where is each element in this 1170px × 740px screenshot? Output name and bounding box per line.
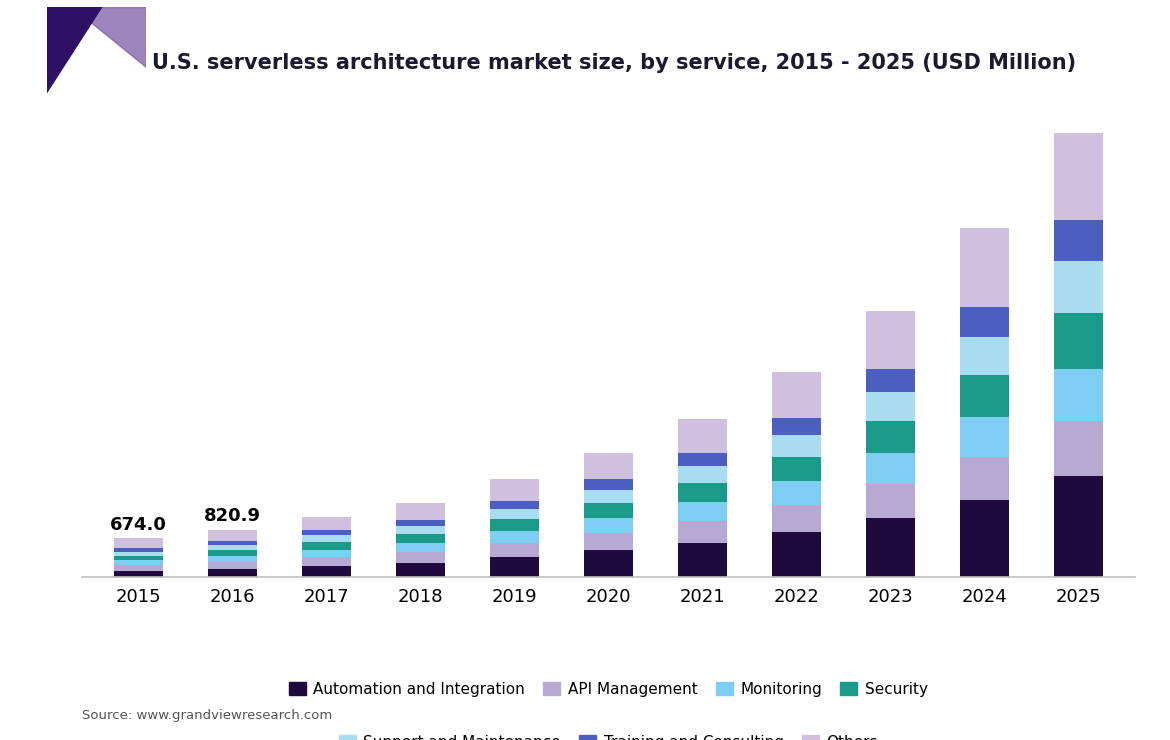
Bar <box>490 480 539 500</box>
Bar <box>113 571 163 577</box>
Bar <box>961 229 1009 307</box>
Bar <box>490 519 539 531</box>
Bar <box>1054 421 1103 477</box>
Text: U.S. serverless architecture market size, by service, 2015 - 2025 (USD Million): U.S. serverless architecture market size… <box>152 53 1076 73</box>
Bar <box>677 419 727 453</box>
Bar <box>1054 477 1103 577</box>
Bar <box>302 531 351 536</box>
Bar <box>677 466 727 483</box>
Bar <box>772 418 821 435</box>
Bar <box>584 533 633 550</box>
Bar <box>677 521 727 542</box>
Bar <box>490 543 539 557</box>
Bar <box>208 562 256 569</box>
Legend: Support and Maintenance, Training and Consulting, Others: Support and Maintenance, Training and Co… <box>332 729 885 740</box>
Text: 674.0: 674.0 <box>110 516 167 534</box>
Bar <box>395 542 445 552</box>
Bar <box>395 552 445 563</box>
Text: 820.9: 820.9 <box>204 507 261 525</box>
Bar <box>677 502 727 521</box>
Bar <box>1054 369 1103 421</box>
Bar <box>772 457 821 481</box>
Bar <box>961 500 1009 577</box>
Bar <box>961 375 1009 417</box>
Bar <box>866 421 915 453</box>
Bar <box>772 435 821 457</box>
Bar <box>395 519 445 525</box>
Bar <box>490 508 539 519</box>
Bar <box>302 542 351 550</box>
Bar <box>208 569 256 577</box>
Bar <box>302 517 351 531</box>
Bar <box>302 536 351 542</box>
Bar <box>584 480 633 490</box>
Bar <box>772 481 821 505</box>
Bar <box>866 519 915 577</box>
Bar <box>395 534 445 542</box>
Bar <box>677 483 727 502</box>
Bar <box>772 372 821 418</box>
Bar <box>395 563 445 577</box>
Polygon shape <box>47 7 102 93</box>
Bar <box>677 542 727 577</box>
Bar <box>866 311 915 369</box>
Bar <box>961 417 1009 457</box>
Bar <box>490 531 539 543</box>
Bar <box>961 337 1009 375</box>
Bar <box>208 551 256 556</box>
Bar <box>677 453 727 466</box>
Bar <box>1054 221 1103 260</box>
Bar <box>772 531 821 577</box>
Bar <box>208 545 256 551</box>
Bar <box>113 560 163 565</box>
Bar <box>208 530 256 542</box>
Bar <box>961 457 1009 500</box>
Bar <box>302 557 351 566</box>
Bar <box>302 566 351 577</box>
Bar <box>113 538 163 548</box>
Bar <box>866 453 915 485</box>
Bar <box>1054 116 1103 221</box>
Bar <box>302 550 351 557</box>
Bar <box>866 369 915 391</box>
Bar <box>113 565 163 571</box>
Bar <box>961 307 1009 337</box>
Bar <box>1054 260 1103 312</box>
Text: Source: www.grandviewresearch.com: Source: www.grandviewresearch.com <box>82 708 332 722</box>
Bar <box>584 453 633 480</box>
Bar <box>866 485 915 519</box>
Bar <box>395 502 445 519</box>
Bar <box>395 525 445 534</box>
Bar <box>584 502 633 517</box>
Bar <box>584 490 633 502</box>
Bar <box>866 391 915 421</box>
Bar <box>584 550 633 577</box>
Bar <box>113 548 163 551</box>
Bar <box>113 556 163 560</box>
Bar <box>772 505 821 531</box>
Bar <box>208 556 256 562</box>
Bar <box>584 517 633 533</box>
Bar <box>490 557 539 577</box>
Polygon shape <box>71 7 146 67</box>
Bar <box>490 500 539 508</box>
Bar <box>208 542 256 545</box>
Bar <box>1054 312 1103 369</box>
Bar <box>113 551 163 556</box>
